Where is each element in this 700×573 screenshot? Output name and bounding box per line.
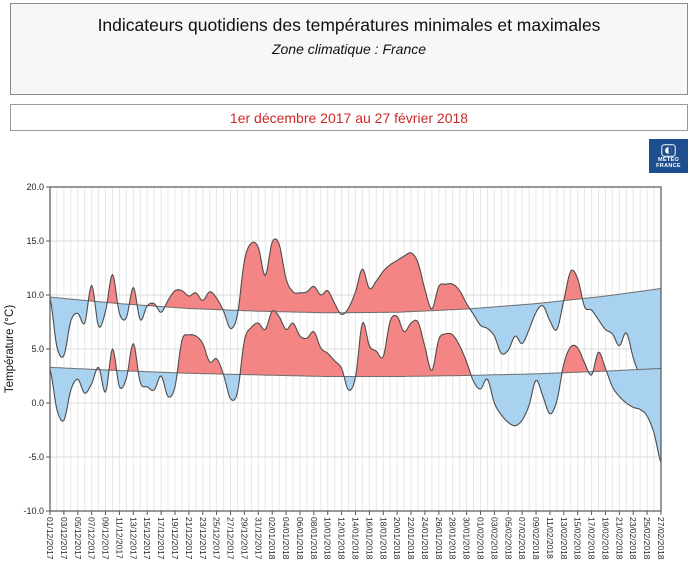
svg-text:-5.0: -5.0 xyxy=(28,452,44,462)
svg-text:15.0: 15.0 xyxy=(26,236,44,246)
svg-text:10.0: 10.0 xyxy=(26,290,44,300)
svg-text:10/01/2018: 10/01/2018 xyxy=(323,517,333,560)
svg-text:07/12/2017: 07/12/2017 xyxy=(87,517,97,560)
svg-text:05/12/2017: 05/12/2017 xyxy=(73,517,83,560)
svg-text:23/02/2018: 23/02/2018 xyxy=(628,517,638,560)
header-panel: Indicateurs quotidiens des températures … xyxy=(10,3,688,95)
svg-text:01/02/2018: 01/02/2018 xyxy=(476,517,486,560)
meteo-france-icon xyxy=(661,143,676,157)
svg-text:-10.0: -10.0 xyxy=(23,506,44,516)
svg-text:03/12/2017: 03/12/2017 xyxy=(59,517,69,560)
y-axis-title: Température (°C) xyxy=(4,305,16,393)
svg-text:27/12/2017: 27/12/2017 xyxy=(226,517,236,560)
svg-text:06/01/2018: 06/01/2018 xyxy=(295,517,305,560)
page-subtitle: Zone climatique : France xyxy=(271,41,427,57)
svg-text:13/02/2018: 13/02/2018 xyxy=(559,517,569,560)
band-temperature-maximale xyxy=(49,238,662,401)
svg-text:21/02/2018: 21/02/2018 xyxy=(614,517,624,560)
x-axis: 01/12/2017 03/12/2017 05/12/2017 07/12/2017… xyxy=(45,511,666,560)
svg-text:28/01/2018: 28/01/2018 xyxy=(448,517,458,560)
svg-text:5.0: 5.0 xyxy=(31,344,44,354)
svg-text:08/01/2018: 08/01/2018 xyxy=(309,517,319,560)
meteo-france-logo: MÉTÉO FRANCE xyxy=(649,139,688,173)
svg-text:09/12/2017: 09/12/2017 xyxy=(101,517,111,560)
svg-text:14/01/2018: 14/01/2018 xyxy=(351,517,361,560)
svg-text:11/02/2018: 11/02/2018 xyxy=(545,517,555,559)
svg-text:04/01/2018: 04/01/2018 xyxy=(281,517,291,560)
svg-text:19/02/2018: 19/02/2018 xyxy=(601,517,611,560)
svg-text:27/02/2018: 27/02/2018 xyxy=(656,517,666,560)
svg-text:23/12/2017: 23/12/2017 xyxy=(198,517,208,560)
page-title: Indicateurs quotidiens des températures … xyxy=(97,15,601,35)
svg-text:21/12/2017: 21/12/2017 xyxy=(184,517,194,560)
svg-text:15/12/2017: 15/12/2017 xyxy=(142,517,152,560)
svg-text:03/02/2018: 03/02/2018 xyxy=(489,517,499,560)
svg-text:18/01/2018: 18/01/2018 xyxy=(378,517,388,560)
svg-text:31/12/2017: 31/12/2017 xyxy=(253,517,263,560)
svg-text:05/02/2018: 05/02/2018 xyxy=(503,517,513,560)
svg-text:11/12/2017: 11/12/2017 xyxy=(114,517,124,559)
svg-text:30/01/2018: 30/01/2018 xyxy=(462,517,472,560)
logo-text-line1: MÉTÉO xyxy=(657,156,680,163)
svg-text:0.0: 0.0 xyxy=(31,398,44,408)
svg-text:13/12/2017: 13/12/2017 xyxy=(128,517,138,560)
svg-text:07/02/2018: 07/02/2018 xyxy=(517,517,527,560)
svg-text:12/01/2018: 12/01/2018 xyxy=(337,517,347,560)
svg-text:20/01/2018: 20/01/2018 xyxy=(392,517,402,560)
period-banner: 1er décembre 2017 au 27 février 2018 xyxy=(10,104,688,131)
svg-text:01/12/2017: 01/12/2017 xyxy=(45,517,55,560)
svg-text:17/12/2017: 17/12/2017 xyxy=(156,517,166,560)
svg-text:24/01/2018: 24/01/2018 xyxy=(420,517,430,560)
svg-text:25/02/2018: 25/02/2018 xyxy=(642,517,652,560)
y-axis: 20.0 15.0 10.0 5.0 0.0 -5.0 -10.0 xyxy=(23,182,50,516)
svg-text:15/02/2018: 15/02/2018 xyxy=(573,517,583,560)
svg-text:19/12/2017: 19/12/2017 xyxy=(170,517,180,560)
svg-text:16/01/2018: 16/01/2018 xyxy=(364,517,374,560)
period-text: 1er décembre 2017 au 27 février 2018 xyxy=(229,109,469,126)
svg-text:22/01/2018: 22/01/2018 xyxy=(406,517,416,560)
svg-text:02/01/2018: 02/01/2018 xyxy=(267,517,277,560)
band-temperature-minimale xyxy=(49,310,662,463)
svg-text:26/01/2018: 26/01/2018 xyxy=(434,517,444,560)
svg-text:17/02/2018: 17/02/2018 xyxy=(587,517,597,560)
svg-text:09/02/2018: 09/02/2018 xyxy=(531,517,541,560)
svg-text:29/12/2017: 29/12/2017 xyxy=(239,517,249,560)
svg-text:25/12/2017: 25/12/2017 xyxy=(212,517,222,560)
svg-text:20.0: 20.0 xyxy=(26,182,44,192)
logo-text-line2: FRANCE xyxy=(656,162,681,169)
temperature-chart: 20.0 15.0 10.0 5.0 0.0 -5.0 -10.001/12/2017 03/… xyxy=(4,182,666,560)
